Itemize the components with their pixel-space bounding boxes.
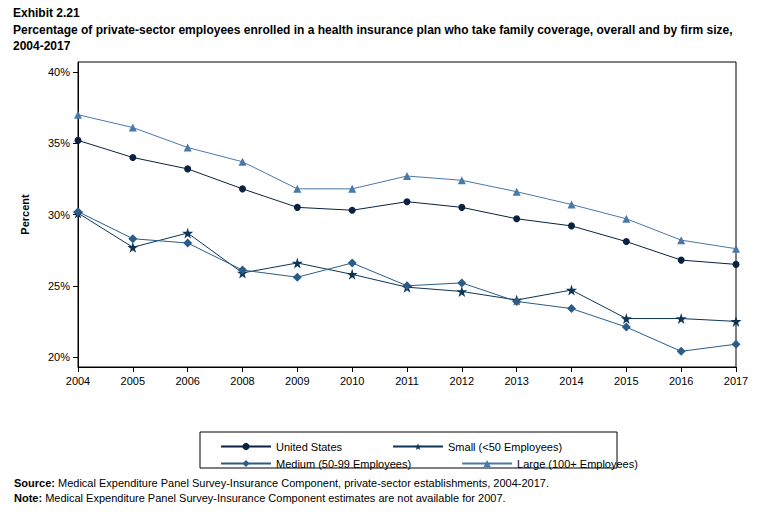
svg-text:Medical Expenditure Panel Surv: Medical Expenditure Panel Survey-Insuran…: [42, 492, 505, 504]
svg-text:2008: 2008: [230, 375, 254, 387]
svg-text:35%: 35%: [48, 137, 70, 149]
svg-text:2014: 2014: [559, 375, 583, 387]
svg-text:2012: 2012: [450, 375, 474, 387]
svg-text:Medical Expenditure Panel Surv: Medical Expenditure Panel Survey-Insuran…: [55, 477, 549, 489]
svg-text:Note:: Note:: [14, 492, 42, 504]
svg-text:Medium (50-99 Employees): Medium (50-99 Employees): [276, 458, 411, 470]
svg-text:2005: 2005: [121, 375, 145, 387]
svg-text:2013: 2013: [504, 375, 528, 387]
svg-text:Small (<50 Employees): Small (<50 Employees): [448, 441, 562, 453]
svg-text:2006: 2006: [175, 375, 199, 387]
svg-text:2016: 2016: [669, 375, 693, 387]
svg-text:Source:: Source:: [14, 477, 55, 489]
svg-text:Large (100+ Employees): Large (100+ Employees): [517, 458, 638, 470]
svg-text:25%: 25%: [48, 280, 70, 292]
svg-text:2015: 2015: [614, 375, 638, 387]
svg-text:United States: United States: [276, 441, 343, 453]
svg-text:Percentage of private-sector e: Percentage of private-sector employees e…: [13, 23, 736, 37]
svg-text:30%: 30%: [48, 209, 70, 221]
svg-text:2004-2017: 2004-2017: [13, 39, 71, 53]
svg-text:Exhibit 2.21: Exhibit 2.21: [13, 6, 80, 20]
svg-text:40%: 40%: [48, 66, 70, 78]
svg-text:2004: 2004: [66, 375, 90, 387]
svg-text:2011: 2011: [395, 375, 419, 387]
svg-text:Percent: Percent: [19, 194, 31, 235]
svg-text:2010: 2010: [340, 375, 364, 387]
svg-text:2017: 2017: [724, 375, 748, 387]
svg-text:20%: 20%: [48, 351, 70, 363]
svg-text:2009: 2009: [285, 375, 309, 387]
